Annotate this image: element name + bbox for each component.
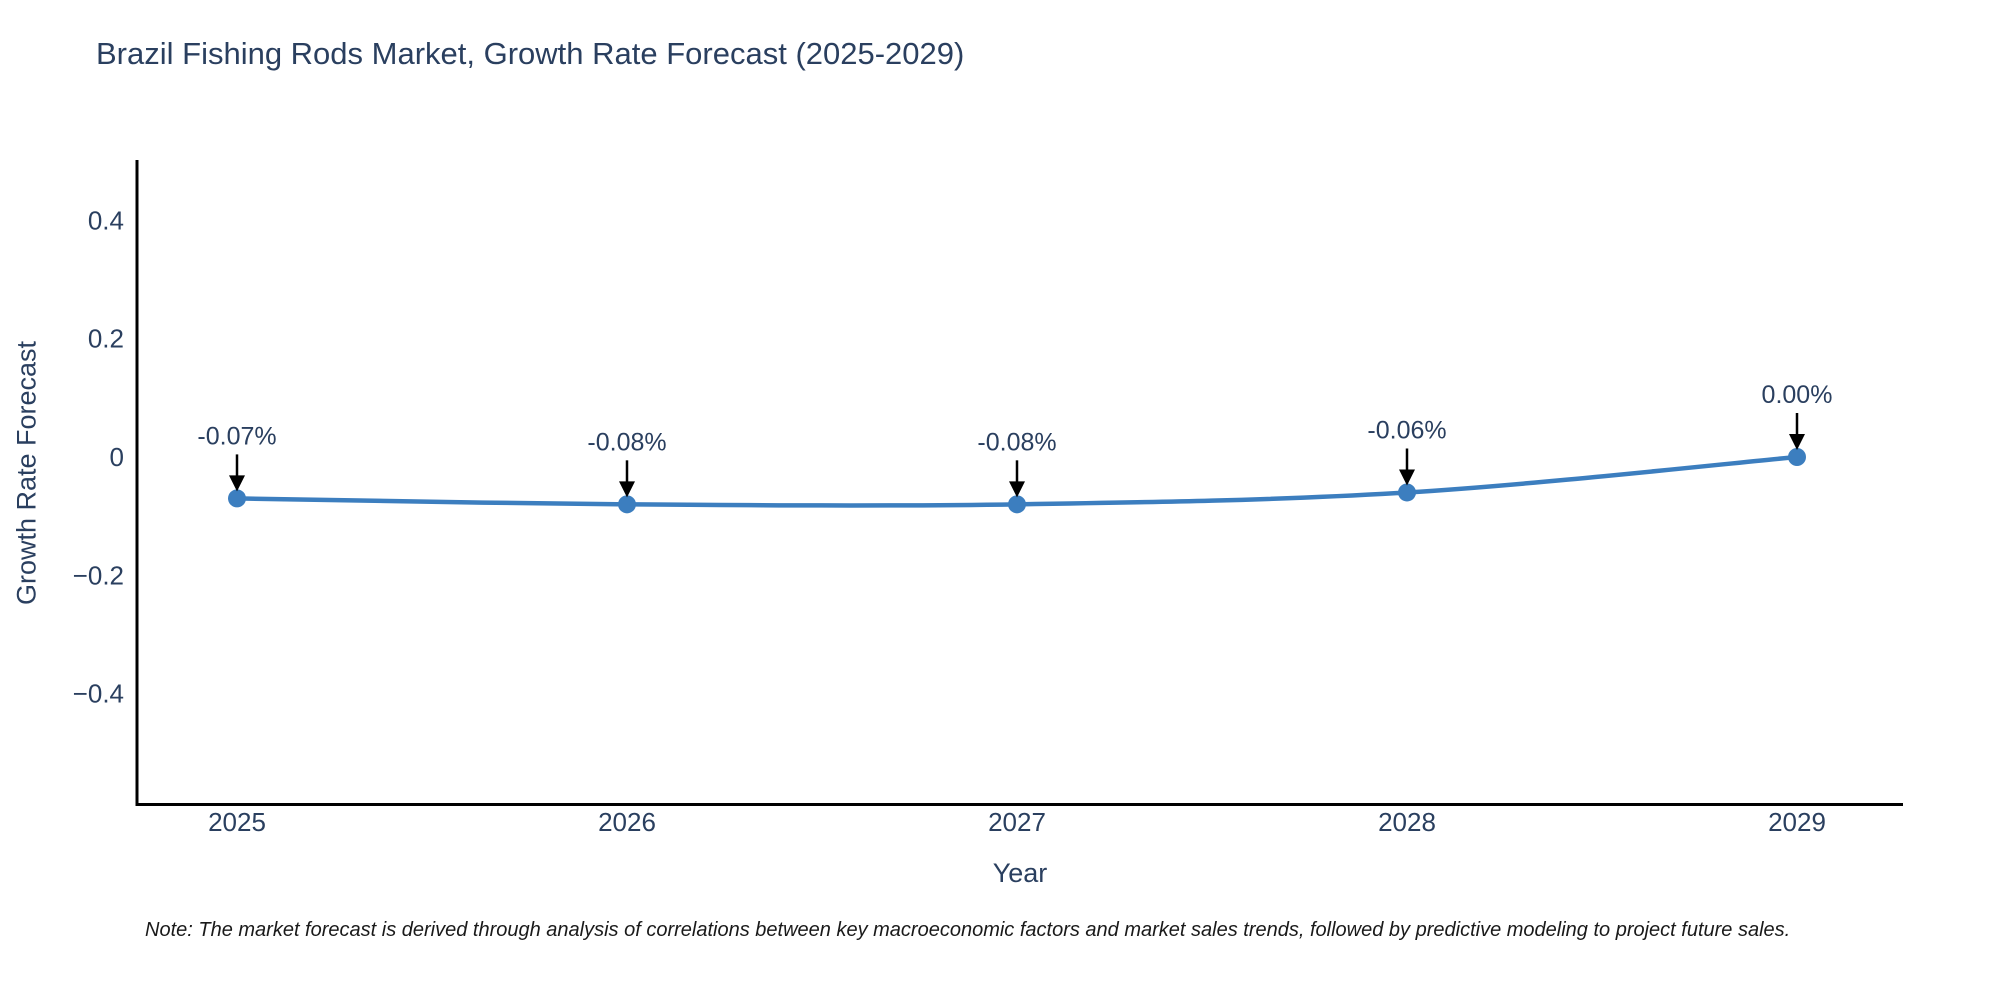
y-tick-label: 0.2 <box>88 324 124 354</box>
x-tick-label: 2027 <box>988 807 1046 837</box>
annotation-arrowhead <box>1399 469 1415 486</box>
data-point-2027[interactable] <box>1008 495 1026 514</box>
y-tick-label: −0.4 <box>73 679 124 709</box>
x-tick-label: 2028 <box>1378 807 1436 837</box>
data-point-2025[interactable] <box>228 489 246 508</box>
y-axis-title: Growth Rate Forecast <box>11 340 42 606</box>
x-axis-title: Year <box>992 858 1048 888</box>
x-tick-label: 2026 <box>598 807 656 837</box>
annotation-label-2027: -0.08% <box>977 428 1056 456</box>
annotation-arrowhead <box>1009 481 1025 498</box>
annotation-arrowhead <box>229 475 245 492</box>
y-tick-label: 0 <box>110 442 124 472</box>
annotation-label-2026: -0.08% <box>587 428 666 456</box>
annotation-arrowhead <box>1789 434 1805 450</box>
annotation-arrowhead <box>619 481 635 498</box>
footnote: Note: The market forecast is derived thr… <box>145 919 1791 941</box>
x-tick-label: 2029 <box>1768 807 1826 837</box>
y-tick-label: −0.2 <box>73 560 124 590</box>
y-tick-label: 0.4 <box>88 205 124 235</box>
data-point-2026[interactable] <box>618 495 636 514</box>
data-point-2028[interactable] <box>1398 483 1416 502</box>
x-tick-label: 2025 <box>208 807 266 837</box>
annotation-label-2029: 0.00% <box>1762 381 1833 409</box>
chart-title: Brazil Fishing Rods Market, Growth Rate … <box>96 36 965 71</box>
data-point-2029[interactable] <box>1788 448 1806 466</box>
annotation-label-2025: -0.07% <box>197 422 276 450</box>
annotation-label-2028: -0.06% <box>1367 416 1446 444</box>
